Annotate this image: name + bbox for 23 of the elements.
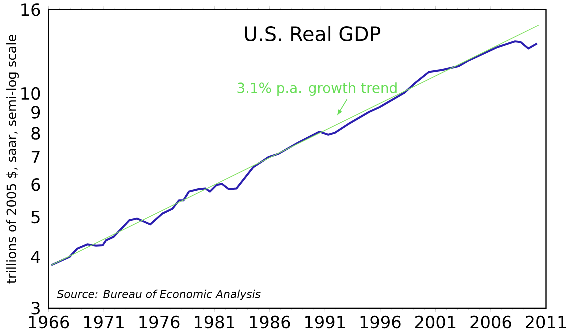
y-tick-label: 4 — [31, 250, 40, 264]
x-tick-label: 2001 — [415, 316, 456, 328]
x-tick-label: 1966 — [29, 316, 70, 328]
x-tick-label: 1971 — [84, 316, 124, 328]
x-tick-label: 1991 — [306, 316, 346, 328]
y-tick-label: 7 — [32, 151, 40, 164]
x-tick-label: 2006 — [470, 316, 512, 328]
y-tick-label: 10 — [22, 87, 40, 100]
y-tick-label: 9 — [32, 106, 40, 119]
y-tick-label: 16 — [22, 3, 40, 16]
x-tick-label: 1976 — [140, 316, 180, 328]
annotation: Source: Bureau of Economic Analysis — [57, 290, 261, 300]
y-tick-label: 8 — [32, 127, 40, 140]
x-tick-label: 1996 — [360, 316, 401, 328]
y-tick-label: 3 — [32, 302, 40, 315]
y-tick-label: 5 — [32, 210, 40, 224]
y-tick-label: 6 — [32, 178, 40, 192]
x-tick-label: 1981 — [195, 316, 234, 328]
text: U.S. Real GDP — [245, 26, 381, 42]
annotation: 3.1% p.a. growth trend — [238, 82, 397, 96]
x-tick-label: 2011 — [526, 316, 566, 328]
x-tick-label: 1986 — [250, 316, 290, 328]
y-axis-title: trillions of 2005 $, saar, semi-log scale — [6, 34, 19, 284]
